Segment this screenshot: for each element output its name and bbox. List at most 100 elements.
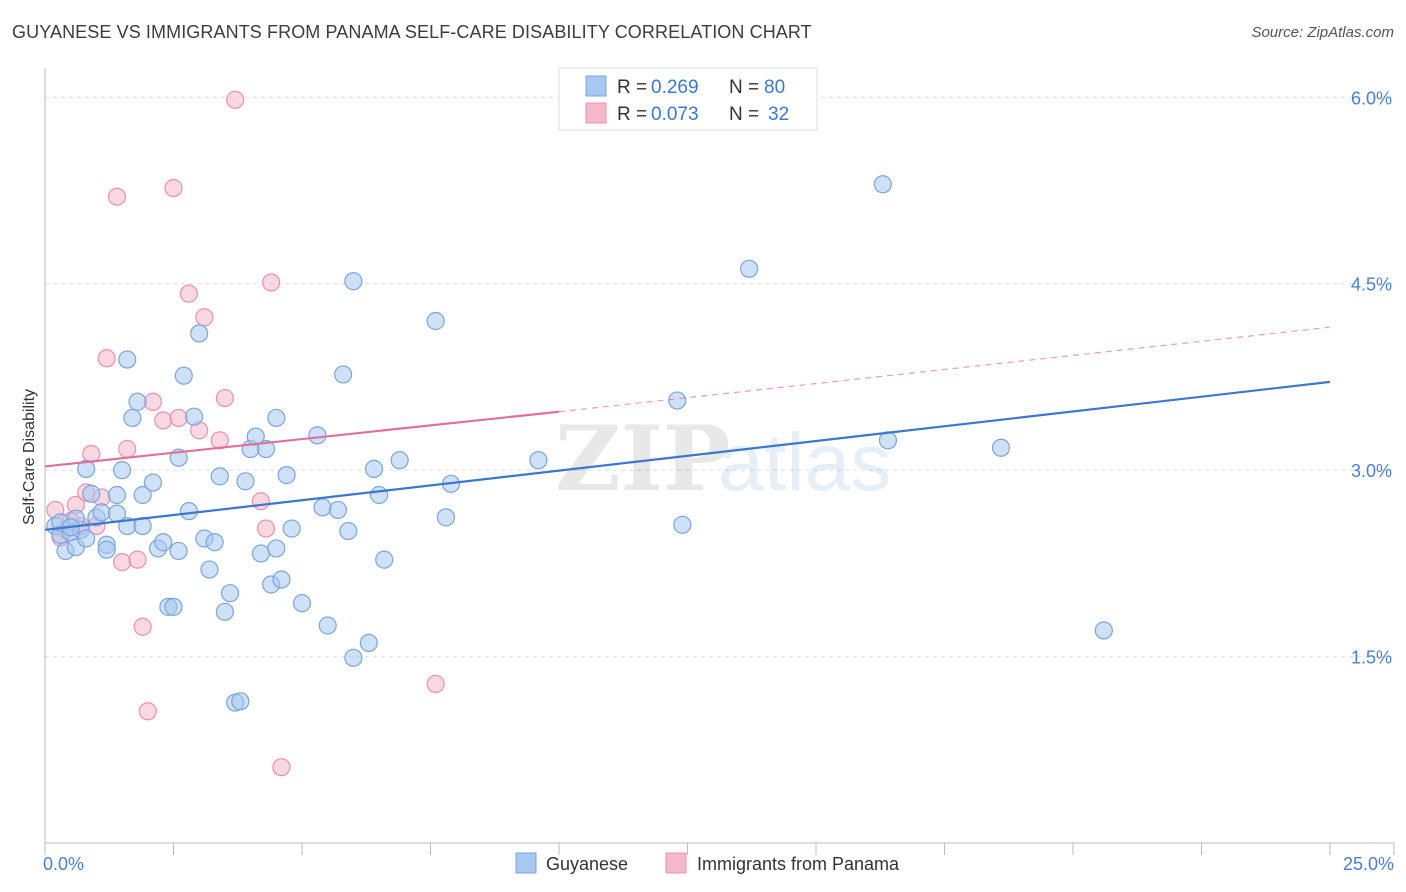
panama-point <box>215 388 234 408</box>
grid-lines <box>45 96 1392 658</box>
guyanese-point <box>190 324 209 343</box>
panama-point <box>262 273 281 292</box>
y-tick-labels: 1.5% 3.0% 4.5% 6.0% <box>1351 88 1392 667</box>
guyanese-point <box>318 616 337 635</box>
watermark-atlas: atlas <box>718 417 891 508</box>
guyanese-point <box>673 515 692 534</box>
guyanese-point <box>251 544 270 563</box>
legend-n-value-1: 80 <box>764 77 785 98</box>
guyanese-point <box>77 529 96 548</box>
x-tick-label-min: 0.0% <box>43 854 84 874</box>
panama-point <box>143 392 163 411</box>
guyanese-point <box>873 175 892 194</box>
legend-n-label-1: N = <box>729 77 759 98</box>
series-guyanese <box>46 175 1113 712</box>
legend-n-label-2: N = <box>729 104 759 125</box>
guyanese-point <box>267 408 286 428</box>
bottom-legend-label-guyanese: Guyanese <box>546 854 628 874</box>
panama-point <box>179 284 199 303</box>
watermark: ZIP atlas <box>555 406 891 512</box>
legend-swatch-guyanese <box>585 75 607 97</box>
guyanese-point <box>112 461 132 480</box>
legend-r-label-1: R = <box>617 77 647 98</box>
legend-n-value-2: 32 <box>768 104 789 125</box>
guyanese-point <box>740 259 759 278</box>
guyanese-point <box>668 391 687 410</box>
panama-point <box>97 349 116 368</box>
bottom-legend-label-panama: Immigrants from Panama <box>697 854 900 874</box>
guyanese-point <box>267 539 286 558</box>
legend-swatch-panama <box>585 102 607 124</box>
guyanese-point <box>179 502 199 521</box>
guyanese-point <box>344 648 363 667</box>
panama-point <box>112 553 132 572</box>
guyanese-point <box>308 426 327 445</box>
guyanese-point <box>364 459 384 478</box>
x-tick-label-max: 25.0% <box>1343 854 1394 874</box>
guyanese-point <box>210 467 229 486</box>
guyanese-point <box>256 439 276 459</box>
guyanese-point <box>205 533 224 552</box>
guyanese-point <box>375 550 394 569</box>
guyanese-point <box>436 508 456 527</box>
series-immigrants-from-panama <box>46 90 445 777</box>
guyanese-point <box>128 392 147 411</box>
guyanese-point <box>133 485 152 505</box>
guyanese-point <box>277 466 296 485</box>
guyanese-point <box>529 451 548 470</box>
legend-r-label-2: R = <box>617 104 647 125</box>
watermark-zip: ZIP <box>555 406 730 512</box>
guyanese-point <box>77 459 96 478</box>
y-tick-label: 1.5% <box>1351 648 1392 668</box>
guyanese-point <box>154 533 173 552</box>
panama-point <box>272 758 291 777</box>
panama-point <box>195 308 214 327</box>
legend-r-value-2: 0.073 <box>651 104 699 125</box>
panama-trend-extension <box>558 326 1331 413</box>
bottom-legend-swatch-guyanese <box>515 852 537 874</box>
series-legend: Guyanese Immigrants from Panama <box>515 852 900 874</box>
panama-point <box>107 187 127 206</box>
guyanese-point <box>184 407 204 426</box>
guyanese-point <box>118 350 137 369</box>
y-tick-label: 3.0% <box>1351 461 1392 481</box>
guyanese-point <box>426 311 445 331</box>
guyanese-point <box>272 570 291 589</box>
guyanese-point <box>123 408 142 428</box>
guyanese-point <box>143 473 163 492</box>
panama-point <box>154 411 173 430</box>
guyanese-point <box>220 584 240 603</box>
bottom-legend-swatch-panama <box>665 852 687 874</box>
y-tick-label: 4.5% <box>1351 275 1392 295</box>
axes <box>44 68 1395 855</box>
panama-point <box>226 90 245 109</box>
panama-point <box>256 519 276 538</box>
guyanese-point <box>236 472 255 491</box>
trend-lines <box>44 326 1331 531</box>
guyanese-point <box>231 692 250 711</box>
guyanese-point <box>92 503 111 522</box>
guyanese-point <box>334 365 353 384</box>
guyanese-point <box>313 498 332 517</box>
source-label: Source: ZipAtlas.com <box>1251 24 1394 41</box>
panama-point <box>164 178 183 198</box>
y-axis-title: Self-Care Disability <box>21 389 38 525</box>
y-tick-label: 6.0% <box>1351 88 1392 108</box>
chart-title: GUYANESE VS IMMIGRANTS FROM PANAMA SELF-… <box>12 22 812 42</box>
guyanese-trend-line <box>44 380 1331 531</box>
guyanese-point <box>292 594 312 613</box>
guyanese-point <box>107 485 127 505</box>
guyanese-point <box>1094 621 1113 640</box>
guyanese-point <box>169 541 188 561</box>
guyanese-point <box>97 540 116 559</box>
panama-point <box>169 408 188 428</box>
guyanese-point <box>164 597 183 616</box>
guyanese-point <box>282 519 301 538</box>
guyanese-point <box>390 451 409 470</box>
guyanese-point <box>215 602 234 621</box>
guyanese-point <box>359 633 378 653</box>
guyanese-point <box>200 560 219 579</box>
panama-point <box>128 550 147 569</box>
guyanese-point <box>991 438 1011 457</box>
panama-point <box>133 617 152 636</box>
